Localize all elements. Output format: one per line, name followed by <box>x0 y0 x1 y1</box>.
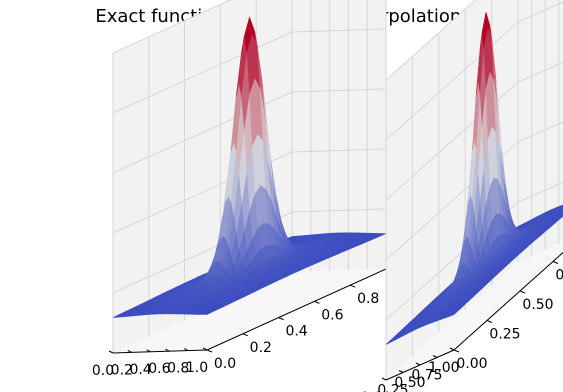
y-tick-label: 0.0 <box>214 356 236 372</box>
y-tick-mark <box>453 349 460 353</box>
x-tick-mark <box>183 348 189 352</box>
grid-line <box>385 181 563 321</box>
grid-line <box>112 0 232 54</box>
y-tick-mark <box>519 290 526 294</box>
x-tick-mark <box>127 349 133 353</box>
x-tick-label: 0.0 <box>92 363 114 379</box>
x-axis-line <box>112 349 208 354</box>
y-tick-mark <box>278 317 284 321</box>
y-tick-mark <box>486 320 493 323</box>
y-tick-label: 0.6 <box>321 307 343 323</box>
y-tick-label: 0.4 <box>285 324 307 340</box>
x-tick-label: 0.25 <box>377 383 408 392</box>
grid-line <box>385 121 563 261</box>
surface-patch <box>560 214 563 218</box>
y-tick-label: 0.8 <box>357 291 379 307</box>
surface <box>385 12 563 345</box>
x-tick-label: 1.00 <box>428 360 459 376</box>
grid-line <box>112 208 387 294</box>
surface-patch <box>562 207 563 209</box>
y-tick-mark <box>314 300 320 304</box>
x-tick-label: 0.00 <box>360 390 391 392</box>
x-tick-mark <box>165 348 170 352</box>
x-tick-label: 0.2 <box>111 362 133 378</box>
x-tick-mark <box>108 350 114 354</box>
x-tick-label: 0.4 <box>129 362 151 378</box>
y-tick-mark <box>206 349 213 353</box>
x-tick-mark <box>449 347 455 351</box>
x-tick-mark <box>381 377 387 381</box>
x-tick-label: 0.8 <box>167 361 189 377</box>
grid-line <box>385 0 477 81</box>
grid-line <box>112 28 387 114</box>
x-tick-mark <box>202 347 208 351</box>
x-tick-label: 0.6 <box>148 361 170 377</box>
grid-line <box>385 61 563 201</box>
y-tick-mark <box>242 333 248 337</box>
surface <box>112 16 387 318</box>
x-tick-mark <box>432 355 438 358</box>
grid-line <box>112 88 387 174</box>
floor-pane <box>386 242 563 380</box>
relu-interpolation-plot: 0.000.250.500.751.000.000.250.500.751.00… <box>360 0 563 392</box>
x-tick-label: 1.0 <box>186 360 208 376</box>
y-tick-label: 0.75 <box>555 268 563 284</box>
x-tick-label: 0.75 <box>411 368 442 384</box>
x-tick-mark <box>146 349 151 353</box>
back-pane <box>292 0 386 272</box>
grid-line <box>385 1 563 141</box>
x-tick-mark <box>398 370 404 373</box>
y-tick-mark <box>350 284 356 288</box>
y-tick-label: 0.50 <box>522 297 553 313</box>
floor-pane <box>113 269 386 353</box>
x-tick-mark <box>415 362 421 366</box>
y-tick-mark <box>552 261 559 264</box>
y-tick-label: 0.00 <box>456 356 487 372</box>
exact-function-plot: 0.00.20.40.60.81.00.00.20.40.60.81.0 <box>92 0 415 379</box>
grid-line <box>112 148 387 234</box>
y-axis-line <box>206 268 387 351</box>
y-tick-label: 0.2 <box>250 340 272 356</box>
y-tick-label: 0.25 <box>489 327 520 343</box>
x-tick-label: 0.50 <box>394 375 425 391</box>
